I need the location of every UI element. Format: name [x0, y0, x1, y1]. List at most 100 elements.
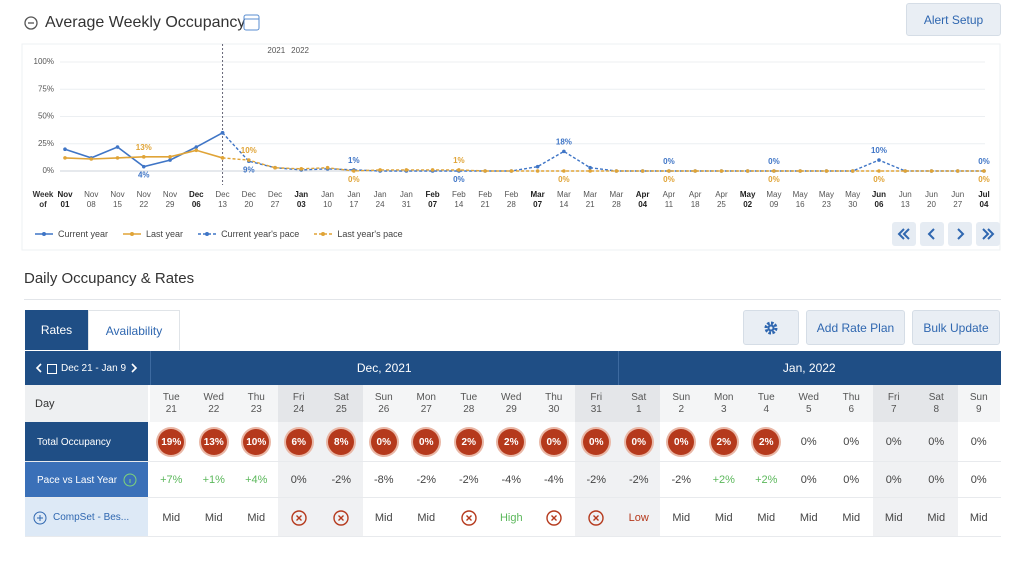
prev-range[interactable] [35, 362, 43, 374]
day-date: 3 [720, 403, 727, 415]
series-point [325, 165, 330, 170]
table-cell: +2% [712, 474, 735, 486]
x-tick-label: Apr 04 [635, 190, 650, 209]
legend-swatch [123, 232, 142, 236]
bulk-update-button[interactable]: Bulk Update [912, 310, 1000, 345]
day-header: Thu 6 [830, 385, 873, 422]
y-tick-label: 0% [42, 166, 54, 175]
day-header: Fri 24 [277, 385, 320, 422]
day-date: 27 [420, 403, 432, 415]
data-label: 1% [453, 156, 465, 165]
legend-dot [130, 232, 135, 236]
x-tick-label: Jun 20 [925, 190, 938, 209]
tab-availability[interactable]: Availability [88, 310, 180, 350]
settings-button[interactable] [743, 310, 799, 345]
x-tick-label: May 30 [845, 190, 861, 209]
table-cell: -2% [458, 474, 479, 486]
date-range: Dec 21 - Jan 9 [25, 351, 148, 385]
table-cell: 0% [970, 436, 987, 448]
occupancy-cell: 2% [448, 422, 491, 462]
day-name: Mon [416, 391, 436, 403]
series-point [141, 164, 146, 169]
day-date: 24 [293, 403, 305, 415]
legend-swatch [198, 232, 217, 236]
day-header: Sat 25 [320, 385, 363, 422]
next-range[interactable] [130, 362, 138, 374]
alert-setup-button[interactable]: Alert Setup [906, 3, 1001, 36]
series-point [535, 164, 540, 169]
tab-rates[interactable]: Rates [25, 310, 88, 350]
x-tick-label: Nov 08 [84, 190, 99, 209]
series-point [824, 169, 829, 173]
row-label: CompSet - Bes... [25, 498, 148, 537]
x-tick-label: Jan 03 [294, 190, 309, 209]
data-label: 1% [348, 156, 360, 165]
series-point [509, 169, 514, 173]
table-cell: Mid [757, 511, 776, 524]
table-cell: Mid [374, 511, 393, 524]
day-name: Sun [969, 391, 988, 403]
x-tick-label: Apr 11 [662, 190, 676, 209]
table-cell: -2% [671, 474, 692, 486]
y-tick-label: 25% [38, 139, 54, 148]
data-label: 10% [871, 146, 887, 155]
unavailable-icon [575, 498, 618, 537]
weekend-shade [915, 422, 958, 537]
x-tick-label: Mar 07 [530, 190, 545, 209]
table-cell: 0% [843, 436, 860, 448]
day-name: Wed [203, 391, 224, 403]
occupancy-badge: 10% [243, 429, 270, 455]
legend-dot [205, 232, 210, 236]
x-tick-label: May 09 [766, 190, 782, 209]
occupancy-badge: 0% [668, 429, 695, 455]
x-tick-label: Jan 17 [347, 190, 361, 209]
occupancy-cell: 0% [533, 422, 576, 462]
occupancy-cell: 2% [703, 422, 746, 462]
table-cell: 0% [800, 436, 817, 448]
close-circle [291, 509, 307, 526]
series-point [535, 169, 540, 173]
legend-item: Current year's pace [197, 227, 299, 241]
prev-page-button[interactable] [920, 222, 944, 246]
day-header: Wed 29 [490, 385, 533, 422]
occupancy-badge: 0% [540, 429, 567, 455]
add-rate-plan-button[interactable]: Add Rate Plan [806, 310, 905, 345]
data-label: 0% [768, 157, 780, 166]
table-header-bg [25, 351, 1001, 385]
next-page-button[interactable] [948, 222, 972, 246]
day-date: 25 [335, 403, 347, 415]
series-point [352, 169, 356, 173]
expand-icon[interactable] [33, 511, 47, 525]
table-cell: High [499, 511, 523, 524]
day-date: 1 [635, 403, 642, 415]
table-cell: -8% [373, 474, 394, 486]
calendar-icon[interactable] [46, 363, 57, 374]
x-tick-label: Feb 21 [478, 190, 492, 209]
x-tick-label: May 16 [792, 190, 808, 209]
series-point [247, 158, 251, 162]
series-point [798, 169, 802, 173]
series-point [141, 155, 146, 159]
day-date: 28 [463, 403, 475, 415]
collapse-icon[interactable] [24, 16, 38, 30]
day-header: Mon 27 [405, 385, 448, 422]
day-header: Tue 21 [150, 385, 193, 422]
first-page-button[interactable] [892, 222, 916, 246]
calendar-icon[interactable] [243, 14, 260, 31]
row-label: Total Occupancy [25, 422, 148, 462]
occupancy-cell: 0% [660, 422, 703, 462]
day-name: Fri [292, 391, 305, 403]
series-point [63, 156, 67, 160]
legend-swatch [35, 232, 53, 236]
series-point [903, 169, 908, 173]
info-icon[interactable] [123, 473, 137, 487]
last-page-button[interactable] [976, 222, 1000, 246]
data-label: 18% [556, 137, 572, 146]
table-cell: 0% [928, 436, 945, 448]
close-circle [588, 509, 604, 526]
day-name: Thu [247, 391, 265, 403]
occupancy-cell: 2% [745, 422, 788, 462]
x-tick-label: Jun 13 [898, 190, 912, 209]
day-header: Wed 5 [787, 385, 830, 422]
table-cell: Low [628, 511, 649, 524]
